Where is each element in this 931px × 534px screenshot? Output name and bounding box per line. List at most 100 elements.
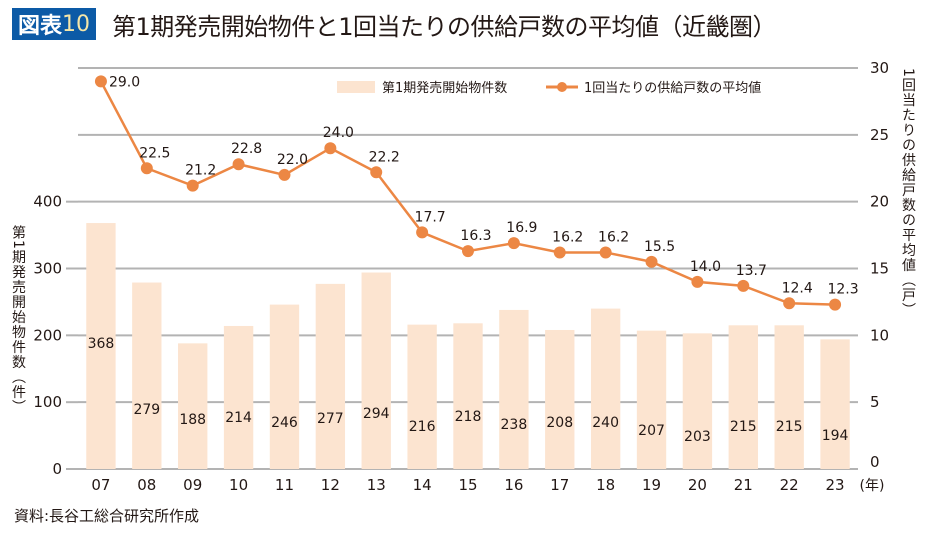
left-axis-label: 第1期発売開始物件数（件） [10, 225, 26, 415]
line-value-label: 22.8 [231, 141, 262, 157]
right-tick-label: 15 [870, 260, 889, 278]
bar-value-label: 368 [88, 336, 115, 352]
bar-20 [682, 333, 713, 469]
bar-09 [178, 343, 208, 469]
bar-value-label: 215 [776, 419, 803, 435]
average-point-19 [645, 255, 658, 268]
x-tick-label: 18 [596, 476, 615, 494]
average-point-17 [553, 246, 566, 259]
figure-badge: 図表 10 [12, 8, 97, 40]
average-point-14 [416, 226, 429, 239]
average-point-18 [599, 246, 612, 259]
bar-value-label: 215 [730, 419, 757, 435]
line-value-label: 16.2 [552, 229, 583, 245]
x-tick-label: 11 [275, 476, 294, 494]
bar-08 [132, 282, 162, 469]
chart-title: 第1期発売開始物件と1回当たりの供給戸数の平均値（近畿圏） [112, 13, 777, 41]
right-tick-label: 0 [870, 453, 880, 471]
x-tick-label: 12 [321, 476, 340, 494]
legend-line-label: 1回当たりの供給戸数の平均値 [584, 80, 761, 96]
average-point-23 [829, 298, 842, 311]
legend-line-marker [557, 82, 567, 92]
bar-value-label: 240 [592, 415, 619, 431]
right-tick-label: 30 [870, 59, 889, 77]
bars [86, 223, 850, 469]
line-value-label: 13.7 [736, 263, 767, 279]
x-tick-label: 22 [780, 476, 799, 494]
average-point-08 [140, 162, 153, 175]
figure-badge-number: 10 [62, 11, 91, 37]
x-tick-label: 09 [183, 476, 202, 494]
average-point-11 [278, 168, 291, 181]
line-value-label: 24.0 [323, 125, 354, 141]
bar-16 [499, 309, 529, 469]
line-value-label: 29.0 [109, 74, 140, 90]
bar-15 [453, 323, 483, 469]
x-tick-label: 20 [688, 476, 707, 494]
bar-value-label: 188 [179, 412, 206, 428]
average-point-12 [324, 142, 337, 155]
x-tick-label: 19 [642, 476, 661, 494]
right-tick-label: 20 [870, 193, 889, 211]
left-tick-label: 400 [33, 193, 62, 211]
x-tick-label: 13 [367, 476, 386, 494]
average-point-20 [691, 275, 704, 288]
right-tick-label: 10 [870, 326, 889, 344]
bar-23 [820, 339, 850, 469]
line-value-label: 21.2 [185, 163, 216, 179]
bar-value-label: 294 [363, 406, 390, 422]
figure-badge-label: 図表 [18, 14, 63, 39]
bar-19 [636, 330, 667, 469]
bar-18 [590, 308, 621, 469]
x-unit-label: (年) [860, 478, 885, 494]
x-tick-label: 15 [458, 476, 477, 494]
average-point-15 [462, 245, 474, 258]
x-tick-label: 17 [550, 476, 569, 494]
legend: 第1期発売開始物件数 1回当たりの供給戸数の平均値 [337, 80, 761, 96]
line-value-label: 22.0 [277, 152, 308, 168]
average-point-22 [783, 297, 796, 310]
x-tick-label: 08 [137, 476, 156, 494]
left-tick-label: 300 [33, 260, 62, 278]
line-value-label: 16.2 [598, 229, 629, 245]
bar-value-label: 218 [455, 409, 482, 425]
average-point-09 [186, 179, 199, 192]
bar-10 [223, 325, 254, 469]
right-tick-label: 5 [870, 393, 880, 411]
bar-value-label: 246 [271, 415, 298, 431]
line-value-label: 16.3 [460, 228, 491, 244]
bar-value-label: 279 [133, 402, 160, 418]
bar-value-label: 207 [638, 423, 665, 439]
average-point-21 [737, 279, 750, 292]
line-value-label: 12.4 [782, 280, 813, 296]
left-tick-label: 0 [52, 460, 62, 478]
bar-21 [728, 325, 758, 469]
x-tick-label: 16 [504, 476, 523, 494]
average-point-07 [94, 75, 107, 88]
data-labels: 368 279 188 214 246 277 294 216 218 238 208 240 207 2… [88, 74, 859, 445]
left-tick-label: 100 [33, 393, 62, 411]
left-tick-label: 200 [33, 326, 62, 344]
x-tick-label: 07 [91, 476, 110, 494]
bar-12 [315, 283, 346, 469]
line-value-label: 14.0 [690, 259, 721, 275]
bar-value-label: 203 [684, 429, 711, 445]
bar-value-label: 194 [822, 428, 849, 444]
average-point-16 [507, 237, 520, 250]
line-value-label: 22.5 [139, 145, 170, 161]
bar-value-label: 216 [409, 419, 436, 435]
line-series [94, 75, 842, 311]
bar-22 [774, 325, 804, 469]
axes: 07 08 09 10 11 12 13 14 15 16 17 18 19 20 21 22 23 (年) 0 10… [33, 59, 889, 494]
x-tick-label: 10 [229, 476, 248, 494]
line-value-label: 12.3 [827, 282, 858, 298]
average-point-13 [370, 166, 383, 179]
legend-bar-label: 第1期発売開始物件数 [382, 80, 507, 96]
average-line [99, 80, 836, 306]
bar-14 [407, 324, 437, 469]
average-point-10 [232, 158, 245, 171]
x-tick-label: 23 [826, 476, 845, 494]
line-value-label: 17.7 [415, 209, 446, 225]
line-value-label: 22.2 [369, 149, 400, 165]
bar-11 [269, 304, 300, 469]
